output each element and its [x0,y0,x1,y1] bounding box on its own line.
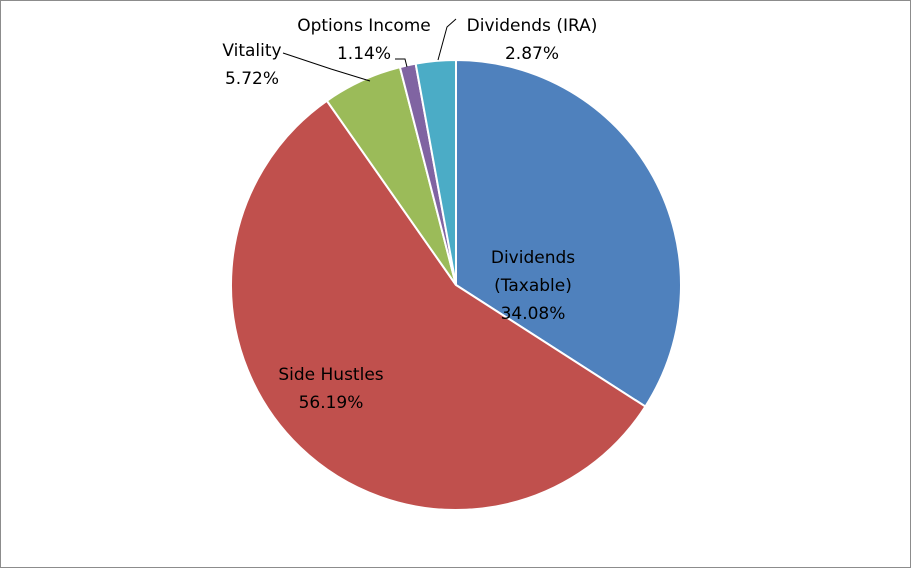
leader-line-options-income [395,58,408,68]
data-label-name: (Taxable) [494,276,572,296]
leader-lines [282,18,457,82]
slice-labels: Dividends (Taxable) 34.08% Side Hustles 56.1… [222,16,597,413]
data-label-percent: 34.08% [501,304,566,324]
pie-slices [230,58,682,511]
data-label-percent: 1.14% [337,44,391,64]
data-label-percent: 5.72% [225,69,279,89]
data-label-name: Dividends (IRA) [467,16,598,36]
leader-line-dividends-ira [437,18,457,61]
leader-line-vitality [282,52,371,82]
data-label-name: Options Income [297,16,431,36]
slice-dividends-taxable [455,58,682,408]
label-dividends-taxable: Dividends (Taxable) 34.08% [491,248,575,324]
label-side-hustles: Side Hustles 56.19% [278,365,383,413]
data-label-name: Vitality [222,41,281,61]
data-label-name: Dividends [491,248,575,268]
data-label-percent: 56.19% [299,393,364,413]
label-options-income: Options Income 1.14% [297,16,431,64]
data-label-name: Side Hustles [278,365,383,385]
data-label-percent: 2.87% [505,44,559,64]
slice-side-hustles [230,99,647,511]
slice-dividends-ira [414,58,457,286]
label-dividends-ira: Dividends (IRA) 2.87% [467,16,598,64]
label-vitality: Vitality 5.72% [222,41,281,89]
